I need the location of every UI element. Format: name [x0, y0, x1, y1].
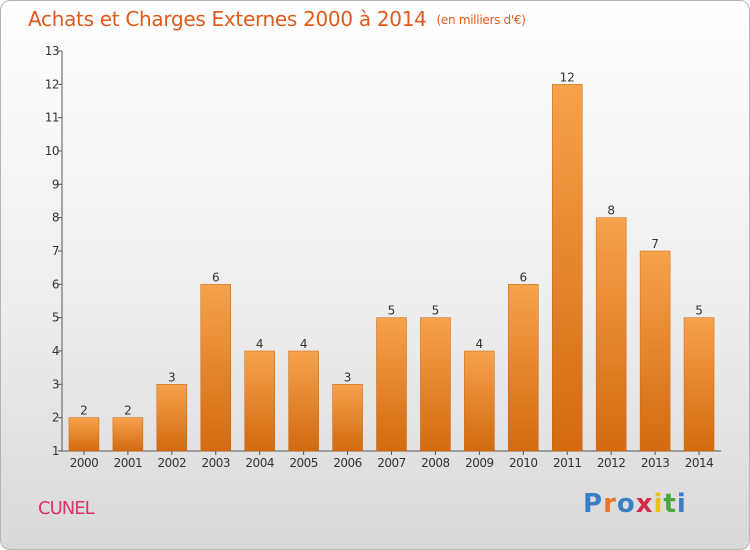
data-label-2013: 7: [651, 237, 659, 251]
x-tick-label-2011: 2011: [553, 456, 582, 470]
bar-2000: [68, 417, 100, 452]
x-tick-label-2003: 2003: [201, 456, 230, 470]
y-tick-label: 10: [45, 144, 59, 158]
logo-letter: t: [663, 489, 677, 519]
x-tick-label-2000: 2000: [70, 456, 99, 470]
data-label-2005: 4: [300, 337, 308, 351]
chart-title-text: Achats et Charges Externes 2000 à 2014: [28, 7, 427, 31]
data-label-2010: 6: [519, 270, 527, 284]
data-label-2007: 5: [388, 304, 396, 318]
x-tick-label-2001: 2001: [114, 456, 143, 470]
logo-letter: i: [653, 489, 664, 519]
data-label-2008: 5: [432, 304, 440, 318]
data-label-2001: 2: [124, 404, 132, 418]
y-tick-label: 7: [52, 244, 59, 258]
x-tick-label-2014: 2014: [685, 456, 714, 470]
chart-title: Achats et Charges Externes 2000 à 2014 (e…: [28, 7, 526, 31]
y-tick-label: 12: [45, 77, 59, 91]
commune-name: CUNEL: [38, 498, 95, 519]
logo-letter: r: [603, 489, 617, 519]
data-label-2000: 2: [80, 404, 88, 418]
bar-2005: [288, 350, 319, 452]
x-tick-label-2006: 2006: [333, 456, 362, 470]
y-tick-label: 8: [52, 211, 59, 225]
y-tick-label: 9: [52, 177, 59, 191]
x-tick-label-2007: 2007: [377, 456, 406, 470]
bar-2001: [112, 417, 144, 452]
x-tick-label-2013: 2013: [641, 456, 670, 470]
logo-letter: x: [635, 489, 654, 519]
data-label-2014: 5: [695, 304, 703, 318]
data-label-2004: 4: [256, 337, 264, 351]
bar-2010: [508, 284, 539, 452]
bar-2007: [376, 317, 407, 452]
logo-letter: P: [583, 489, 604, 519]
bar-2006: [332, 384, 363, 452]
x-tick-label-2010: 2010: [509, 456, 538, 470]
bar-2008: [420, 317, 451, 452]
x-tick-label-2005: 2005: [289, 456, 318, 470]
data-label-2002: 3: [168, 370, 176, 384]
y-tick-label: 6: [52, 277, 59, 291]
y-tick-label: 3: [52, 377, 59, 391]
bar-2004: [244, 350, 275, 452]
bar-2013: [639, 250, 671, 452]
y-tick-label: 13: [45, 44, 59, 58]
bar-2003: [200, 284, 232, 452]
x-tick-label-2008: 2008: [421, 456, 450, 470]
y-tick-label: 11: [45, 111, 59, 125]
bar-2014: [683, 317, 715, 452]
x-tick-label-2002: 2002: [158, 456, 187, 470]
bar-2009: [464, 350, 495, 452]
bar-2011: [551, 84, 583, 452]
bar-2002: [156, 384, 188, 452]
x-tick-label-2012: 2012: [597, 456, 626, 470]
y-tick-label: 5: [52, 311, 59, 325]
data-label-2009: 4: [476, 337, 484, 351]
x-tick-label-2004: 2004: [245, 456, 274, 470]
data-label-2006: 3: [344, 370, 352, 384]
y-tick-label: 2: [52, 411, 59, 425]
data-label-2003: 6: [212, 270, 220, 284]
data-label-2012: 8: [607, 204, 615, 218]
y-tick-label: 4: [52, 344, 59, 358]
data-label-2011: 12: [560, 70, 575, 84]
x-tick-label-2009: 2009: [465, 456, 494, 470]
chart-bars: 2 2 3 6 4 4 3 5 5 4 6 12 8 7 5: [68, 70, 715, 452]
bar-2012: [595, 217, 627, 452]
logo-letter: i: [676, 489, 687, 519]
proxiti-logo: Proxiti: [583, 489, 687, 519]
logo-letter: o: [616, 489, 636, 519]
chart-subtitle: (en milliers d'€): [436, 13, 526, 27]
y-tick-label: 1: [52, 444, 59, 458]
